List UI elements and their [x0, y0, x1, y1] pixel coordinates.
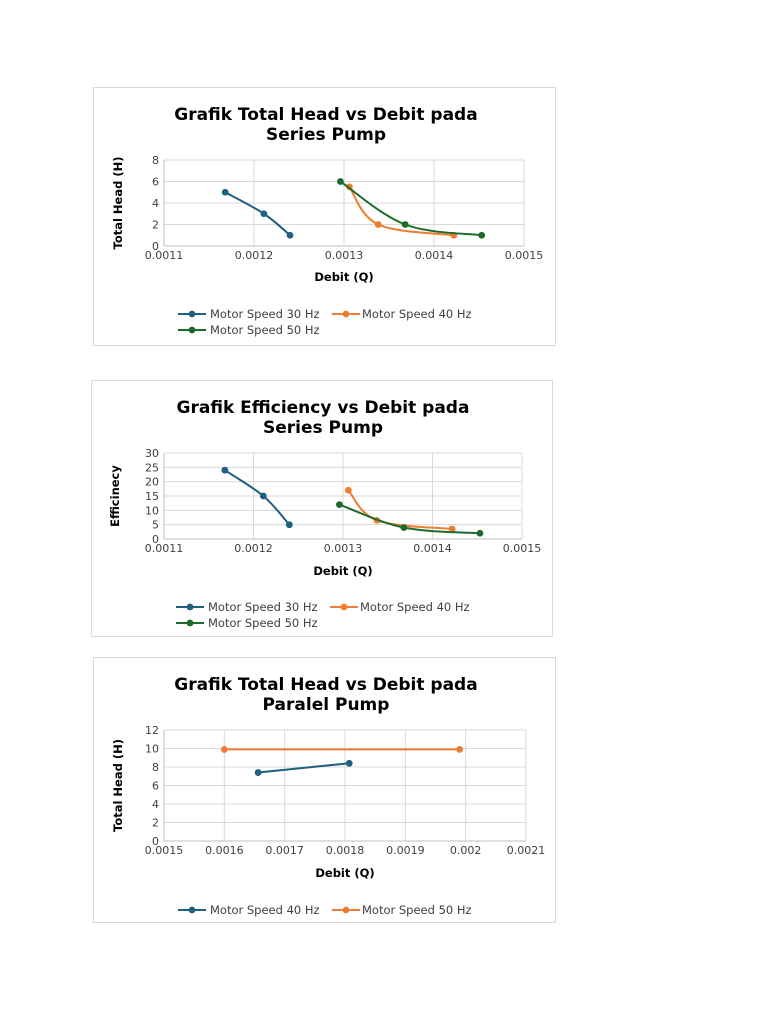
y-tick-label: 10 [145, 743, 159, 756]
legend-marker [188, 906, 196, 914]
x-tick-label: 0.0015 [145, 844, 184, 857]
y-tick-label: 10 [145, 504, 159, 517]
legend-label: Motor Speed 30 Hz [208, 600, 318, 614]
legend-label: Motor Speed 30 Hz [210, 307, 320, 321]
x-tick-label: 0.0012 [234, 542, 273, 555]
legend-label: Motor Speed 50 Hz [362, 903, 472, 917]
data-point [221, 188, 229, 196]
data-point [221, 466, 229, 474]
y-tick-label: 8 [152, 761, 159, 774]
x-tick-label: 0.0017 [265, 844, 304, 857]
y-tick-label: 6 [152, 176, 159, 189]
chart-total-head-paralel: Grafik Total Head vs Debit pada Paralel P… [93, 657, 556, 923]
chart-title-line: Paralel Pump [263, 695, 390, 715]
y-tick-label: 8 [152, 154, 159, 167]
x-tick-label: 0.0015 [503, 542, 542, 555]
data-point [345, 759, 353, 767]
legend-label: Motor Speed 50 Hz [208, 616, 318, 630]
y-tick-label: 20 [145, 476, 159, 489]
data-point [254, 769, 262, 776]
y-tick-label: 0 [152, 835, 159, 848]
legend-marker [188, 310, 196, 318]
series-line [224, 191, 291, 237]
legend-label: Motor Speed 40 Hz [360, 600, 470, 614]
chart-efficiency-series: Grafik Efficiency vs Debit pada Series Pu… [91, 380, 553, 637]
x-tick-label: 0.0015 [505, 249, 544, 262]
y-axis-title: Efficinecy [108, 465, 122, 527]
chart-total-head-series: Grafik Total Head vs Debit pada Series Pu… [93, 87, 556, 346]
data-point [374, 221, 382, 228]
data-point [400, 524, 408, 531]
legend-marker [186, 603, 194, 611]
legend-marker [188, 326, 196, 334]
x-tick-label: 0.0013 [324, 542, 363, 555]
x-axis-title: Debit (Q) [315, 866, 374, 880]
y-tick-label: 4 [152, 197, 159, 210]
data-point [476, 529, 484, 537]
y-axis-title: Total Head (H) [111, 739, 125, 832]
data-point [337, 178, 344, 185]
legend-label: Motor Speed 40 Hz [210, 903, 320, 917]
data-point [285, 521, 293, 529]
data-point [259, 492, 267, 500]
y-tick-label: 15 [145, 490, 159, 503]
x-tick-label: 0.0014 [415, 249, 454, 262]
x-tick-label: 0.0021 [507, 844, 546, 857]
y-tick-label: 4 [152, 798, 159, 811]
x-tick-label: 0.0013 [325, 249, 364, 262]
x-tick-label: 0.0019 [386, 844, 425, 857]
y-axis-title: Total Head (H) [111, 157, 125, 250]
y-tick-label: 5 [152, 519, 159, 532]
data-point [336, 501, 343, 508]
x-tick-label: 0.0014 [413, 542, 452, 555]
data-point [401, 221, 409, 228]
y-tick-label: 2 [152, 219, 159, 232]
y-tick-label: 25 [145, 461, 159, 474]
x-tick-label: 0.0012 [235, 249, 274, 262]
legend-label: Motor Speed 50 Hz [210, 323, 320, 337]
series-line [224, 469, 291, 526]
legend-marker [342, 310, 350, 318]
data-point [344, 486, 352, 494]
y-tick-label: 2 [152, 817, 159, 830]
series-line [348, 186, 454, 237]
data-point [448, 525, 456, 533]
data-point [286, 231, 294, 239]
data-point [478, 231, 486, 239]
y-tick-label: 0 [152, 240, 159, 253]
x-tick-label: 0.0011 [145, 542, 184, 555]
data-point [220, 746, 228, 753]
x-axis-title: Debit (Q) [314, 270, 373, 284]
y-tick-label: 0 [152, 533, 159, 546]
y-tick-label: 6 [152, 780, 159, 793]
chart-title-line: Series Pump [266, 125, 386, 145]
x-axis-title: Debit (Q) [313, 564, 372, 578]
y-tick-label: 30 [145, 447, 159, 460]
chart-title-line: Grafik Total Head vs Debit pada [174, 105, 477, 125]
x-tick-label: 0.0016 [205, 844, 244, 857]
series-line [258, 762, 350, 774]
legend-marker [340, 603, 348, 611]
data-point [456, 746, 464, 753]
data-point [260, 210, 268, 218]
chart-title-line: Grafik Total Head vs Debit pada [174, 675, 477, 695]
legend-marker [186, 619, 194, 627]
legend-label: Motor Speed 40 Hz [362, 307, 472, 321]
x-tick-label: 0.0018 [326, 844, 365, 857]
chart-title-line: Series Pump [263, 418, 383, 438]
y-tick-label: 12 [145, 724, 159, 737]
x-tick-label: 0.0011 [145, 249, 184, 262]
chart-title-line: Grafik Efficiency vs Debit pada [177, 398, 470, 418]
legend-marker [342, 906, 350, 914]
x-tick-label: 0.002 [450, 844, 482, 857]
